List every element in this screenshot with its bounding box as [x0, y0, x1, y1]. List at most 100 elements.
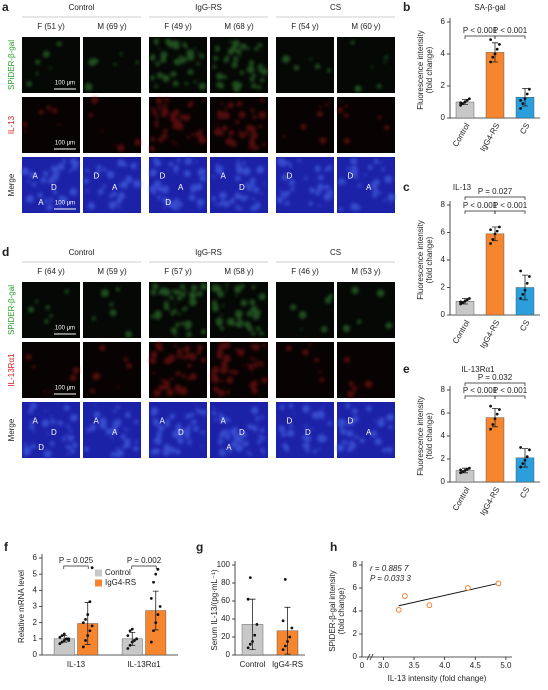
- cell-signal: [185, 434, 190, 440]
- row-label: IL-13Rα1: [7, 353, 16, 387]
- cell-signal: [166, 388, 174, 397]
- cell-signal: [344, 441, 349, 445]
- cell-signal: [188, 195, 193, 199]
- cell-signal: [384, 125, 390, 131]
- sample-label: F (64 y): [37, 267, 65, 276]
- cell-signal: [389, 201, 392, 204]
- y-tick-label: 8: [441, 200, 446, 209]
- cell-signal: [240, 43, 247, 50]
- cell-signal: [49, 314, 53, 318]
- cell-signal: [21, 167, 30, 176]
- x-tick-label: Control: [240, 660, 266, 669]
- data-point: [84, 639, 87, 642]
- cell-signal: [89, 388, 96, 394]
- cell-signal: [370, 181, 378, 190]
- cell-signal: [69, 169, 72, 173]
- cell-signal: [211, 368, 216, 373]
- cell-signal: [196, 131, 199, 134]
- cell-signal: [124, 441, 131, 449]
- cell-signal: [249, 299, 256, 306]
- texture: [350, 40, 388, 93]
- y-axis-label: (fold change): [425, 46, 434, 93]
- cell-signal: [117, 159, 125, 167]
- sample-label: M (59 y): [97, 267, 127, 276]
- data-point: [523, 458, 527, 462]
- cell-signal: [84, 446, 90, 452]
- cell-signal: [310, 427, 313, 430]
- cell-signal: [317, 188, 321, 192]
- cell-signal: [221, 429, 228, 436]
- cell-signal: [87, 202, 95, 210]
- y-axis-label: Serum IL-13/(pg·mL⁻¹): [210, 569, 219, 650]
- x-tick-label: 5.0: [500, 661, 512, 670]
- scatter-point: [426, 602, 433, 609]
- data-point: [84, 618, 87, 621]
- micrograph: [22, 342, 80, 398]
- error-bar: [522, 274, 528, 301]
- cell-signal: [211, 196, 217, 201]
- cell-signal: [123, 427, 127, 431]
- cell-signal: [354, 162, 358, 165]
- cell-signal: [257, 43, 263, 48]
- cell-signal: [173, 164, 179, 171]
- cell-signal: [23, 129, 27, 133]
- cell-signal: [69, 374, 77, 381]
- p-value: P = 0.002: [127, 556, 162, 565]
- data-point: [528, 275, 531, 278]
- cell-signal: [123, 357, 128, 362]
- cell-signal: [350, 202, 359, 211]
- cell-signal: [166, 200, 174, 208]
- cell-signal: [321, 326, 328, 333]
- texture: [84, 52, 139, 91]
- cell-signal: [93, 411, 101, 419]
- cell-signal: [226, 417, 231, 423]
- cell-signal: [248, 147, 251, 150]
- texture: [21, 158, 80, 211]
- cell-signal: [190, 184, 198, 192]
- cell-signal: [260, 192, 263, 195]
- cell-signal: [345, 402, 351, 408]
- texture: [150, 407, 207, 456]
- cell-signal: [218, 448, 227, 457]
- cell-signal: [49, 197, 54, 203]
- group-header: IgG-RS: [195, 3, 222, 12]
- cell-signal: [85, 168, 90, 173]
- cell-signal: [250, 305, 258, 314]
- cell-signal: [31, 182, 37, 187]
- data-point: [88, 600, 92, 604]
- y-tick-label: 6: [441, 17, 446, 26]
- cell-signal: [257, 64, 263, 69]
- cell-signal: [117, 192, 126, 200]
- data-point: [468, 297, 471, 300]
- data-point: [126, 634, 130, 637]
- y-axis-label: (fold change): [337, 587, 346, 634]
- cell-signal: [86, 427, 92, 433]
- cell-signal: [356, 205, 361, 210]
- cell-signal: [244, 182, 251, 188]
- cell-signal: [350, 169, 358, 177]
- cell-signal: [347, 390, 355, 398]
- data-point: [286, 640, 289, 643]
- significance-bracket: [464, 395, 496, 399]
- cell-signal: [247, 325, 253, 332]
- cell-signal: [180, 291, 186, 298]
- cell-signal: [317, 174, 324, 181]
- y-axis-label: Relative mRNA level: [17, 570, 26, 643]
- cell-signal: [308, 343, 312, 347]
- x-tick-label: IL-13Rα1: [127, 660, 161, 669]
- cell-signal: [284, 200, 290, 206]
- texture: [83, 159, 142, 210]
- cell-signal: [262, 182, 266, 185]
- cell-signal: [29, 402, 37, 410]
- legend-label: Control: [105, 568, 131, 577]
- cell-signal: [338, 179, 343, 183]
- cell-signal: [292, 412, 295, 415]
- cell-signal: [111, 191, 117, 197]
- cell-signal: [161, 108, 169, 116]
- cell-signal: [346, 423, 350, 427]
- sample-label: F (54 y): [291, 22, 319, 31]
- legend-label: IgG4-RS: [105, 578, 136, 587]
- cell-signal: [28, 306, 34, 313]
- cell-signal: [35, 72, 39, 76]
- data-point: [465, 99, 469, 102]
